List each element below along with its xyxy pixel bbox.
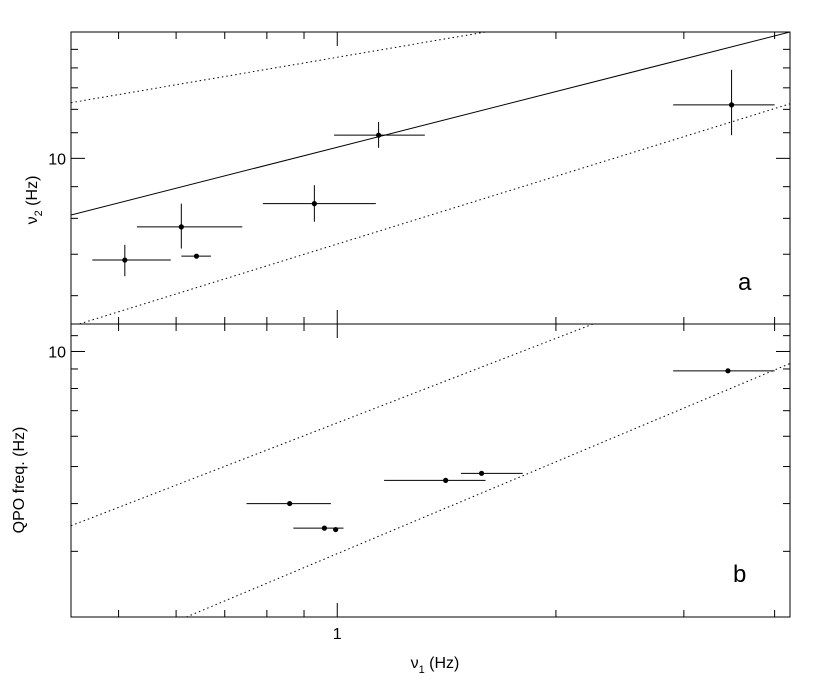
panel-a-marker bbox=[375, 132, 382, 138]
x-axis-label-symbol: ν bbox=[411, 655, 419, 672]
panel-a-label: a bbox=[738, 269, 752, 296]
panel-a-data-point-0 bbox=[92, 244, 171, 277]
panel-a-marker bbox=[178, 224, 184, 230]
panel-b-marker bbox=[333, 526, 339, 533]
x-axis-label-subscript: 1 bbox=[419, 664, 425, 676]
panel-b-plot-area bbox=[71, 324, 790, 617]
panel-a-marker bbox=[122, 257, 128, 263]
panel-a-frame bbox=[70, 31, 791, 325]
panel-b-label: b bbox=[733, 561, 746, 588]
panel-b-marker bbox=[478, 470, 485, 476]
panel-a-dotted-line-2 bbox=[77, 103, 790, 324]
panel-b: 10 1 bbox=[48, 323, 791, 643]
panel-b-marker bbox=[287, 500, 293, 507]
panel-b-data-point-2 bbox=[333, 526, 339, 533]
panel-b-marker bbox=[725, 368, 731, 374]
panel-b-dotted-line-1 bbox=[186, 363, 790, 617]
panel-a-ylabel-symbol: ν bbox=[24, 216, 41, 224]
panel-b-data-point-3 bbox=[384, 477, 486, 483]
panel-a-data-point-2 bbox=[181, 253, 211, 259]
panel-b-xtick-label: 1 bbox=[333, 626, 342, 643]
panel-a-ytick-label: 10 bbox=[48, 151, 66, 168]
panel-b-data-point-0 bbox=[246, 500, 331, 507]
panel-a-dotted-line-1 bbox=[71, 32, 486, 104]
panel-b-ytick-label: 10 bbox=[48, 344, 66, 361]
panel-b-data-point-4 bbox=[460, 470, 523, 476]
panel-a-marker bbox=[311, 201, 317, 207]
panel-a-data-point-5 bbox=[673, 69, 775, 136]
panel-b-frame bbox=[70, 323, 791, 618]
panel-b-marker bbox=[321, 525, 327, 531]
panel-a: 10 bbox=[48, 31, 791, 325]
panel-a-data-point-1 bbox=[136, 203, 243, 249]
panel-a-plot-area bbox=[71, 32, 790, 324]
panel-a-data-point-3 bbox=[262, 185, 376, 222]
panel-a-marker bbox=[193, 253, 200, 259]
panel-b-ylabel: QPO freq. (Hz) bbox=[11, 427, 28, 534]
panel-b-marker bbox=[443, 477, 449, 483]
panel-b-dotted-line-0 bbox=[71, 324, 594, 527]
panel-a-solid-line-0 bbox=[71, 32, 790, 216]
panel-b-data-point-5 bbox=[673, 368, 775, 374]
panel-a-ylabel-subscript: 2 bbox=[33, 210, 45, 216]
panel-a-ylabel-unit: (Hz) bbox=[24, 176, 41, 206]
panel-a-ylabel: ν2 (Hz) bbox=[24, 176, 45, 225]
x-axis-label: ν1 (Hz) bbox=[411, 655, 460, 676]
panel-a-data-point-4 bbox=[334, 121, 425, 148]
panel-a-marker bbox=[728, 102, 735, 108]
x-axis-label-unit: (Hz) bbox=[429, 655, 459, 672]
